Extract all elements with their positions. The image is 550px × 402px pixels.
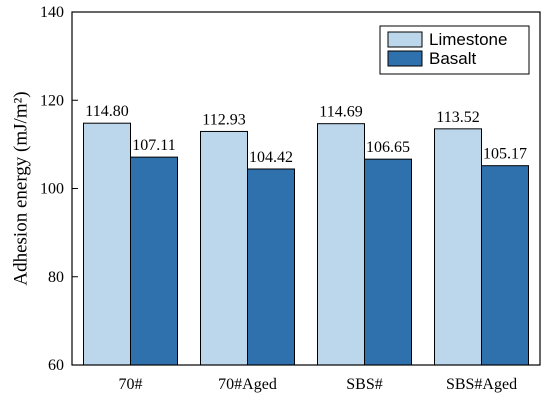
- legend-label-basalt: Basalt: [429, 49, 477, 68]
- value-label-limestone-1: 112.93: [202, 111, 245, 128]
- y-axis: 60 80 100 120 140: [40, 4, 78, 374]
- value-label-basalt-0: 107.11: [132, 137, 175, 154]
- value-label-basalt-2: 106.65: [366, 139, 410, 156]
- value-label-basalt-3: 105.17: [483, 146, 527, 163]
- plot-frame: [71, 11, 541, 366]
- y-tick-label: 100: [40, 181, 64, 198]
- y-tick-label: 80: [48, 269, 64, 286]
- bars-layer: [83, 122, 529, 366]
- value-label-limestone-3: 113.52: [436, 109, 479, 126]
- legend-swatch-basalt: [387, 50, 423, 67]
- y-tick-label: 120: [40, 92, 64, 109]
- legend-swatch-limestone: [387, 31, 423, 48]
- bar-limestone-1: [200, 130, 248, 366]
- bar-limestone-2: [317, 123, 365, 366]
- y-tick-label: 140: [40, 4, 64, 21]
- x-tick-label: 70#Aged: [218, 376, 277, 393]
- x-axis: 70# 70#Aged SBS# SBS#Aged: [119, 359, 517, 393]
- y-tick-label: 60: [48, 357, 64, 374]
- bar-basalt-3: [481, 165, 529, 366]
- bar-basalt-2: [364, 158, 412, 366]
- value-label-limestone-0: 114.80: [85, 103, 128, 120]
- bar-basalt-1: [247, 168, 295, 366]
- x-tick-label: SBS#Aged: [446, 376, 517, 393]
- legend-label-limestone: Limestone: [429, 30, 507, 49]
- bar-basalt-0: [130, 156, 178, 366]
- y-axis-title: Adhesion energy (mJ/m²): [10, 91, 31, 285]
- x-tick-label: 70#: [119, 376, 143, 393]
- x-tick-label: SBS#: [346, 376, 382, 393]
- value-label-limestone-2: 114.69: [319, 104, 362, 121]
- value-label-basalt-1: 104.42: [249, 149, 293, 166]
- bar-limestone-0: [83, 122, 131, 366]
- bar-limestone-3: [434, 128, 482, 366]
